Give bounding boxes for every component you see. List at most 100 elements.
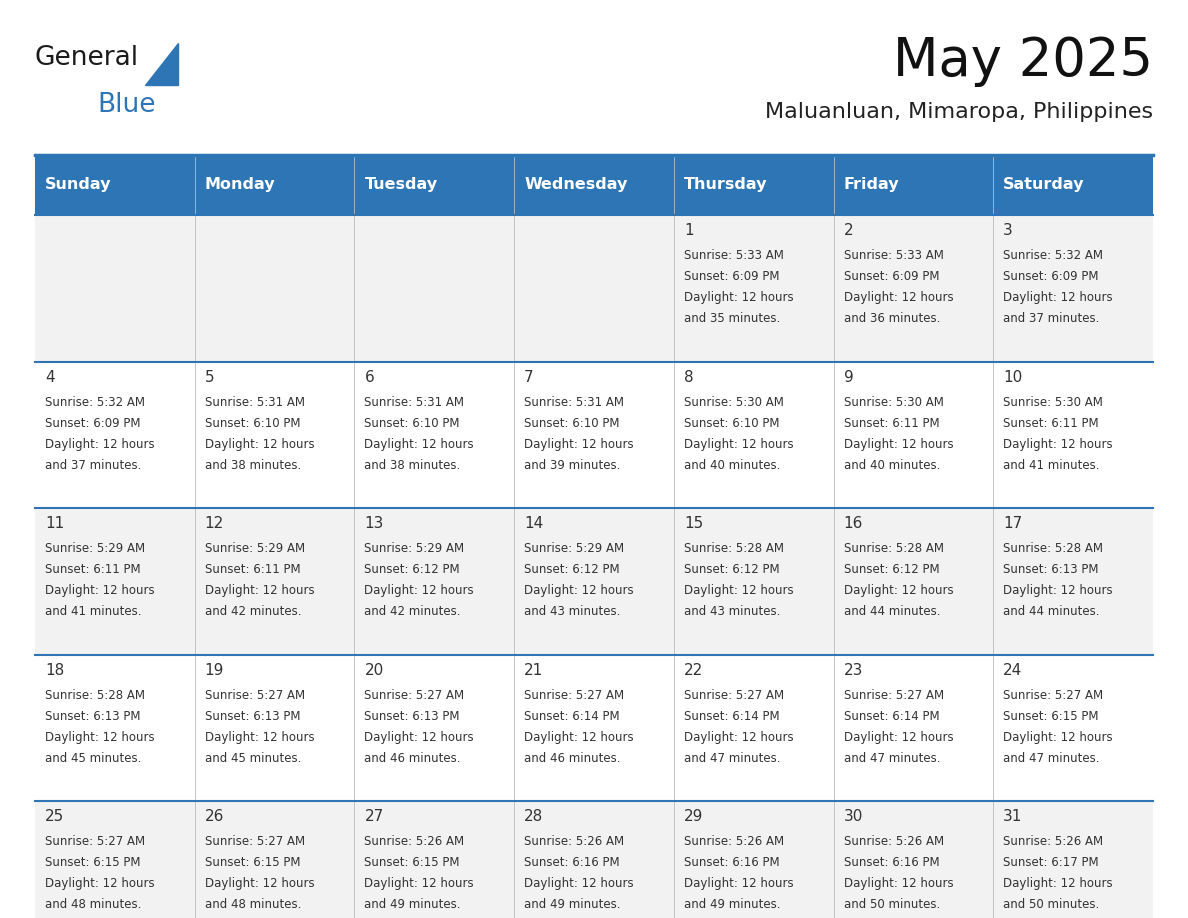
Text: Daylight: 12 hours: Daylight: 12 hours (1004, 878, 1113, 890)
Text: Sunset: 6:13 PM: Sunset: 6:13 PM (204, 710, 301, 722)
Text: Sunset: 6:10 PM: Sunset: 6:10 PM (684, 417, 779, 430)
Text: Daylight: 12 hours: Daylight: 12 hours (365, 438, 474, 451)
Text: Daylight: 12 hours: Daylight: 12 hours (684, 584, 794, 598)
Text: Sunset: 6:13 PM: Sunset: 6:13 PM (365, 710, 460, 722)
Text: Daylight: 12 hours: Daylight: 12 hours (365, 878, 474, 890)
Text: Sunrise: 5:30 AM: Sunrise: 5:30 AM (1004, 396, 1104, 409)
Text: 2: 2 (843, 223, 853, 238)
Text: Tuesday: Tuesday (365, 177, 437, 193)
Bar (34, 362, 1154, 509)
Text: and 47 minutes.: and 47 minutes. (1004, 752, 1100, 765)
Text: 23: 23 (843, 663, 862, 677)
Text: 7: 7 (524, 370, 533, 385)
Text: Sunrise: 5:27 AM: Sunrise: 5:27 AM (524, 688, 624, 701)
Text: Daylight: 12 hours: Daylight: 12 hours (843, 584, 953, 598)
Text: Daylight: 12 hours: Daylight: 12 hours (524, 438, 633, 451)
Text: Sunrise: 5:31 AM: Sunrise: 5:31 AM (524, 396, 624, 409)
Text: Daylight: 12 hours: Daylight: 12 hours (204, 731, 315, 744)
Text: Sunrise: 5:26 AM: Sunrise: 5:26 AM (843, 835, 943, 848)
Text: Daylight: 12 hours: Daylight: 12 hours (1004, 438, 1113, 451)
Text: Sunset: 6:15 PM: Sunset: 6:15 PM (1004, 710, 1099, 722)
Text: Daylight: 12 hours: Daylight: 12 hours (524, 878, 633, 890)
Text: and 37 minutes.: and 37 minutes. (1004, 312, 1100, 325)
Text: Monday: Monday (204, 177, 276, 193)
Text: and 40 minutes.: and 40 minutes. (684, 459, 781, 472)
Bar (34, 655, 1154, 801)
Bar (34, 509, 1154, 655)
Text: and 49 minutes.: and 49 minutes. (365, 899, 461, 912)
Text: Sunrise: 5:27 AM: Sunrise: 5:27 AM (684, 688, 784, 701)
Text: Sunrise: 5:29 AM: Sunrise: 5:29 AM (524, 543, 624, 555)
Text: and 41 minutes.: and 41 minutes. (1004, 459, 1100, 472)
Text: Sunset: 6:11 PM: Sunset: 6:11 PM (843, 417, 940, 430)
Text: Sunrise: 5:29 AM: Sunrise: 5:29 AM (204, 543, 305, 555)
Text: Sunrise: 5:27 AM: Sunrise: 5:27 AM (843, 688, 943, 701)
Text: Daylight: 12 hours: Daylight: 12 hours (684, 878, 794, 890)
Text: 28: 28 (524, 810, 543, 824)
Text: General: General (34, 45, 139, 71)
Text: Maluanluan, Mimaropa, Philippines: Maluanluan, Mimaropa, Philippines (765, 102, 1154, 122)
Text: and 48 minutes.: and 48 minutes. (45, 899, 141, 912)
Text: Sunrise: 5:28 AM: Sunrise: 5:28 AM (843, 543, 943, 555)
Text: Sunset: 6:11 PM: Sunset: 6:11 PM (1004, 417, 1099, 430)
Text: Sunset: 6:16 PM: Sunset: 6:16 PM (684, 856, 779, 869)
Text: Sunday: Sunday (45, 177, 112, 193)
Text: Daylight: 12 hours: Daylight: 12 hours (204, 584, 315, 598)
Text: Daylight: 12 hours: Daylight: 12 hours (843, 878, 953, 890)
Text: Daylight: 12 hours: Daylight: 12 hours (45, 438, 154, 451)
Text: Sunset: 6:16 PM: Sunset: 6:16 PM (843, 856, 940, 869)
Text: 5: 5 (204, 370, 214, 385)
Text: Sunrise: 5:30 AM: Sunrise: 5:30 AM (843, 396, 943, 409)
Text: Daylight: 12 hours: Daylight: 12 hours (45, 584, 154, 598)
Text: Thursday: Thursday (684, 177, 767, 193)
Text: and 50 minutes.: and 50 minutes. (843, 899, 940, 912)
Text: Sunrise: 5:28 AM: Sunrise: 5:28 AM (45, 688, 145, 701)
Text: and 36 minutes.: and 36 minutes. (843, 312, 940, 325)
Text: Sunset: 6:13 PM: Sunset: 6:13 PM (1004, 564, 1099, 577)
Text: 12: 12 (204, 516, 225, 532)
Text: 18: 18 (45, 663, 64, 677)
Text: Sunrise: 5:27 AM: Sunrise: 5:27 AM (204, 835, 305, 848)
Text: Sunset: 6:17 PM: Sunset: 6:17 PM (1004, 856, 1099, 869)
Text: Sunset: 6:14 PM: Sunset: 6:14 PM (684, 710, 779, 722)
Bar (34, 801, 1154, 918)
Text: and 35 minutes.: and 35 minutes. (684, 312, 781, 325)
Text: 30: 30 (843, 810, 862, 824)
Text: 1: 1 (684, 223, 694, 238)
Text: 19: 19 (204, 663, 225, 677)
Text: Sunset: 6:09 PM: Sunset: 6:09 PM (45, 417, 140, 430)
Text: and 47 minutes.: and 47 minutes. (684, 752, 781, 765)
Text: and 48 minutes.: and 48 minutes. (204, 899, 301, 912)
Text: Daylight: 12 hours: Daylight: 12 hours (204, 878, 315, 890)
Text: Sunrise: 5:27 AM: Sunrise: 5:27 AM (1004, 688, 1104, 701)
Text: Sunset: 6:09 PM: Sunset: 6:09 PM (684, 270, 779, 283)
Text: Sunset: 6:10 PM: Sunset: 6:10 PM (365, 417, 460, 430)
Text: Sunrise: 5:26 AM: Sunrise: 5:26 AM (524, 835, 624, 848)
Text: Saturday: Saturday (1004, 177, 1085, 193)
Text: 26: 26 (204, 810, 225, 824)
Text: Daylight: 12 hours: Daylight: 12 hours (45, 731, 154, 744)
Text: 9: 9 (843, 370, 853, 385)
Text: Sunset: 6:10 PM: Sunset: 6:10 PM (524, 417, 620, 430)
Text: 10: 10 (1004, 370, 1023, 385)
Text: and 44 minutes.: and 44 minutes. (843, 605, 940, 618)
Text: Sunrise: 5:26 AM: Sunrise: 5:26 AM (684, 835, 784, 848)
Text: Daylight: 12 hours: Daylight: 12 hours (1004, 291, 1113, 304)
Polygon shape (145, 43, 178, 85)
Text: Sunrise: 5:27 AM: Sunrise: 5:27 AM (204, 688, 305, 701)
Text: Sunset: 6:11 PM: Sunset: 6:11 PM (45, 564, 140, 577)
Text: Sunset: 6:15 PM: Sunset: 6:15 PM (204, 856, 301, 869)
Text: 13: 13 (365, 516, 384, 532)
Text: Sunrise: 5:28 AM: Sunrise: 5:28 AM (684, 543, 784, 555)
Text: Daylight: 12 hours: Daylight: 12 hours (365, 731, 474, 744)
Text: Sunset: 6:09 PM: Sunset: 6:09 PM (843, 270, 939, 283)
Text: and 40 minutes.: and 40 minutes. (843, 459, 940, 472)
Text: Daylight: 12 hours: Daylight: 12 hours (843, 438, 953, 451)
Text: and 49 minutes.: and 49 minutes. (524, 899, 620, 912)
Text: Sunset: 6:14 PM: Sunset: 6:14 PM (524, 710, 620, 722)
Text: Daylight: 12 hours: Daylight: 12 hours (204, 438, 315, 451)
Text: Sunset: 6:12 PM: Sunset: 6:12 PM (684, 564, 779, 577)
Text: and 49 minutes.: and 49 minutes. (684, 899, 781, 912)
Text: Daylight: 12 hours: Daylight: 12 hours (684, 731, 794, 744)
Text: Blue: Blue (97, 92, 156, 118)
